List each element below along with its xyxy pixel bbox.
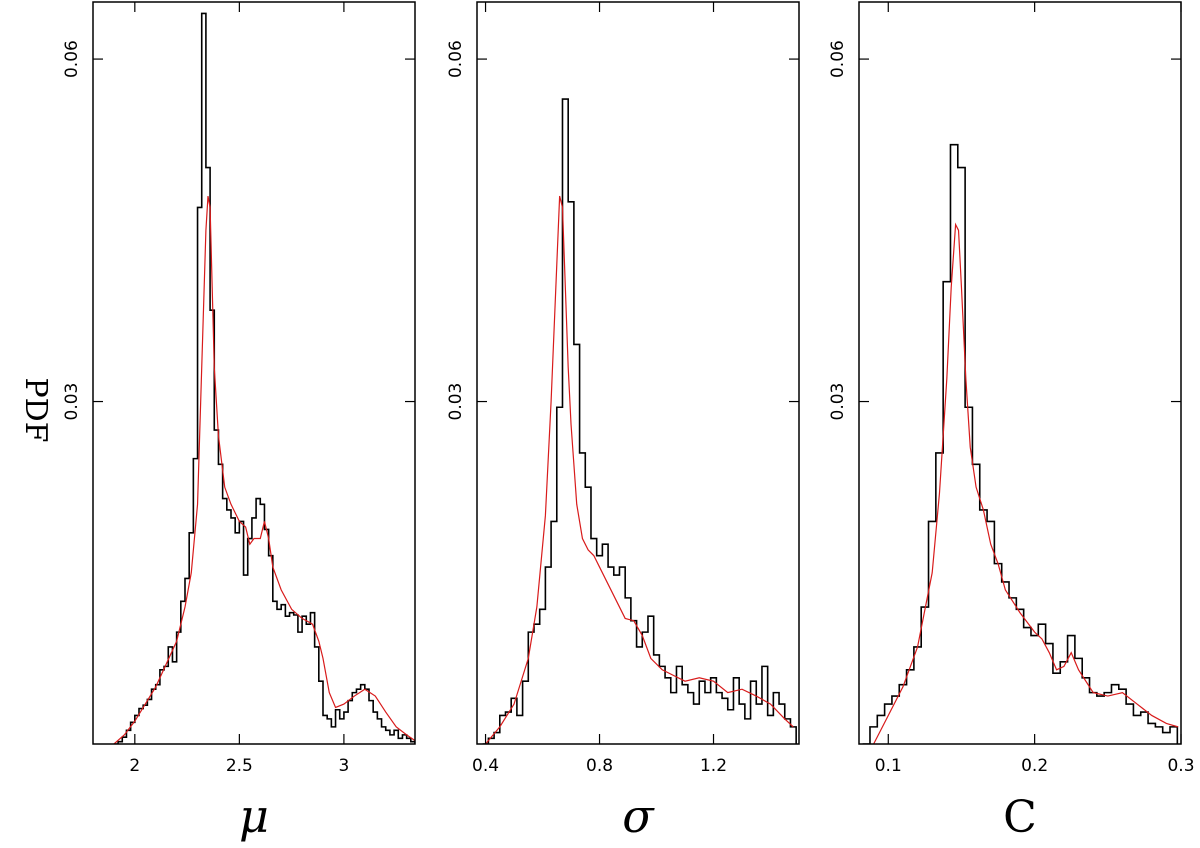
panel-mu: 2 2.5 3 0.03 0.06 μ xyxy=(62,1,416,843)
histogram-sigma xyxy=(482,98,797,744)
plot-frame-c xyxy=(858,1,1182,745)
smoothed-curve-c xyxy=(873,222,1179,744)
x-tick-label: 2.5 xyxy=(226,756,253,776)
y-tick-label: 0.03 xyxy=(828,383,848,421)
histogram-mu xyxy=(113,12,415,744)
panel-sigma: 0.4 0.8 1.2 0.03 0.06 σ xyxy=(446,1,800,843)
x-tick-label: 0.1 xyxy=(875,756,902,776)
y-tick-label: 0.03 xyxy=(62,383,82,421)
x-tick-label: 0.4 xyxy=(472,756,499,776)
smoothed-curve-mu xyxy=(113,195,415,744)
y-tick-label: 0.03 xyxy=(446,383,466,421)
x-tick-label: 0.8 xyxy=(586,756,613,776)
y-tick-label: 0.06 xyxy=(828,40,848,78)
plot-frame-sigma xyxy=(476,1,800,745)
x-tick-label: 2 xyxy=(129,756,140,776)
x-tick-label: 0.3 xyxy=(1167,756,1194,776)
smoothed-curve-sigma xyxy=(485,195,794,744)
x-tick-label: 3 xyxy=(338,756,349,776)
x-axis-label-sigma: σ xyxy=(622,789,655,843)
y-tick-label: 0.06 xyxy=(62,40,82,78)
histogram-c xyxy=(862,143,1179,744)
y-axis-label: PDF xyxy=(18,377,53,442)
x-tick-label: 1.2 xyxy=(700,756,727,776)
x-tick-label: 0.2 xyxy=(1021,756,1048,776)
panel-c: 0.1 0.2 0.3 0.03 0.06 C xyxy=(828,1,1195,843)
y-tick-label: 0.06 xyxy=(446,40,466,78)
x-axis-label-c: C xyxy=(1003,792,1037,843)
x-axis-label-mu: μ xyxy=(239,789,269,843)
plot-frame-mu xyxy=(92,1,416,745)
